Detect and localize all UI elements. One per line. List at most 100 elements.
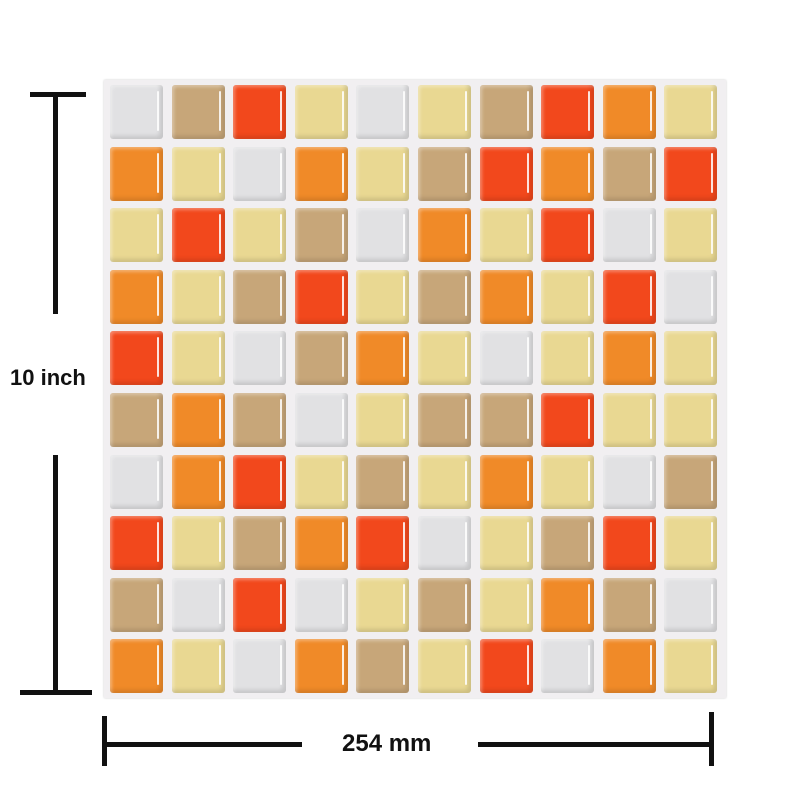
tile	[541, 146, 595, 201]
tile	[294, 577, 348, 632]
tile	[479, 393, 533, 447]
tile	[356, 269, 410, 324]
tile	[356, 393, 410, 447]
tile	[233, 393, 287, 447]
tile	[479, 331, 533, 386]
tile	[479, 577, 533, 632]
tile	[294, 208, 348, 263]
tile	[418, 269, 471, 324]
tile	[479, 516, 533, 571]
tile	[171, 516, 225, 571]
tile	[479, 269, 533, 324]
tile	[602, 393, 656, 447]
width-dimension-left-cap	[102, 716, 107, 766]
tile	[418, 146, 471, 201]
tile	[418, 639, 471, 694]
tile	[110, 208, 163, 263]
tile	[602, 146, 656, 201]
tile	[171, 577, 225, 632]
tile	[602, 454, 656, 509]
tile	[356, 146, 410, 201]
tile	[233, 85, 287, 139]
tile	[356, 639, 410, 694]
tile	[233, 577, 287, 632]
height-dimension-top-cap	[30, 92, 86, 97]
tile	[541, 393, 595, 447]
tile	[294, 639, 348, 694]
tile	[541, 454, 595, 509]
tile	[418, 577, 471, 632]
tile	[418, 208, 471, 263]
tile	[479, 146, 533, 201]
tile	[171, 331, 225, 386]
tile	[602, 85, 656, 139]
tile	[294, 85, 348, 139]
tile	[356, 331, 410, 386]
tile	[418, 331, 471, 386]
height-dimension-line-upper	[53, 92, 58, 314]
tile	[171, 146, 225, 201]
tile	[602, 269, 656, 324]
tile	[664, 577, 718, 632]
tile	[664, 516, 718, 571]
tile	[110, 393, 163, 447]
tile	[233, 516, 287, 571]
tile	[602, 577, 656, 632]
tile	[664, 639, 718, 694]
tile	[110, 85, 163, 139]
tile	[602, 331, 656, 386]
tile	[602, 516, 656, 571]
tile	[294, 393, 348, 447]
tile	[664, 208, 718, 263]
tile	[664, 146, 718, 201]
tile	[110, 577, 163, 632]
tile	[294, 331, 348, 386]
tile	[664, 454, 718, 509]
tile	[294, 454, 348, 509]
width-dimension-right-cap	[709, 712, 714, 766]
tile	[233, 146, 287, 201]
height-label: 10 inch	[10, 365, 86, 390]
tile	[171, 393, 225, 447]
tile	[356, 85, 410, 139]
width-dimension-line-right	[478, 742, 714, 747]
tile	[356, 208, 410, 263]
tile	[233, 454, 287, 509]
height-dimension-bottom-cap	[20, 690, 92, 695]
tile	[602, 208, 656, 263]
tile	[541, 85, 595, 139]
tile	[110, 454, 163, 509]
tile	[602, 639, 656, 694]
tile	[171, 85, 225, 139]
tile	[541, 639, 595, 694]
tile	[233, 639, 287, 694]
tile	[233, 208, 287, 263]
width-dimension-line-left	[102, 742, 302, 747]
tile	[541, 208, 595, 263]
tile	[356, 516, 410, 571]
tile	[171, 454, 225, 509]
tile	[356, 454, 410, 509]
tile	[110, 269, 163, 324]
tile	[664, 85, 718, 139]
width-label: 254 mm	[342, 730, 432, 757]
tile	[110, 639, 163, 694]
mosaic-tile-sheet	[104, 80, 726, 698]
tile	[664, 393, 718, 447]
tile	[294, 146, 348, 201]
tile	[171, 639, 225, 694]
tile	[233, 331, 287, 386]
tile	[664, 331, 718, 386]
tile	[418, 393, 471, 447]
tile	[541, 516, 595, 571]
tile	[294, 269, 348, 324]
tile	[418, 454, 471, 509]
tile	[479, 454, 533, 509]
tile	[294, 516, 348, 571]
tile	[541, 577, 595, 632]
tile	[479, 639, 533, 694]
tile	[418, 85, 471, 139]
tile	[233, 269, 287, 324]
tile	[418, 516, 471, 571]
tile	[171, 269, 225, 324]
